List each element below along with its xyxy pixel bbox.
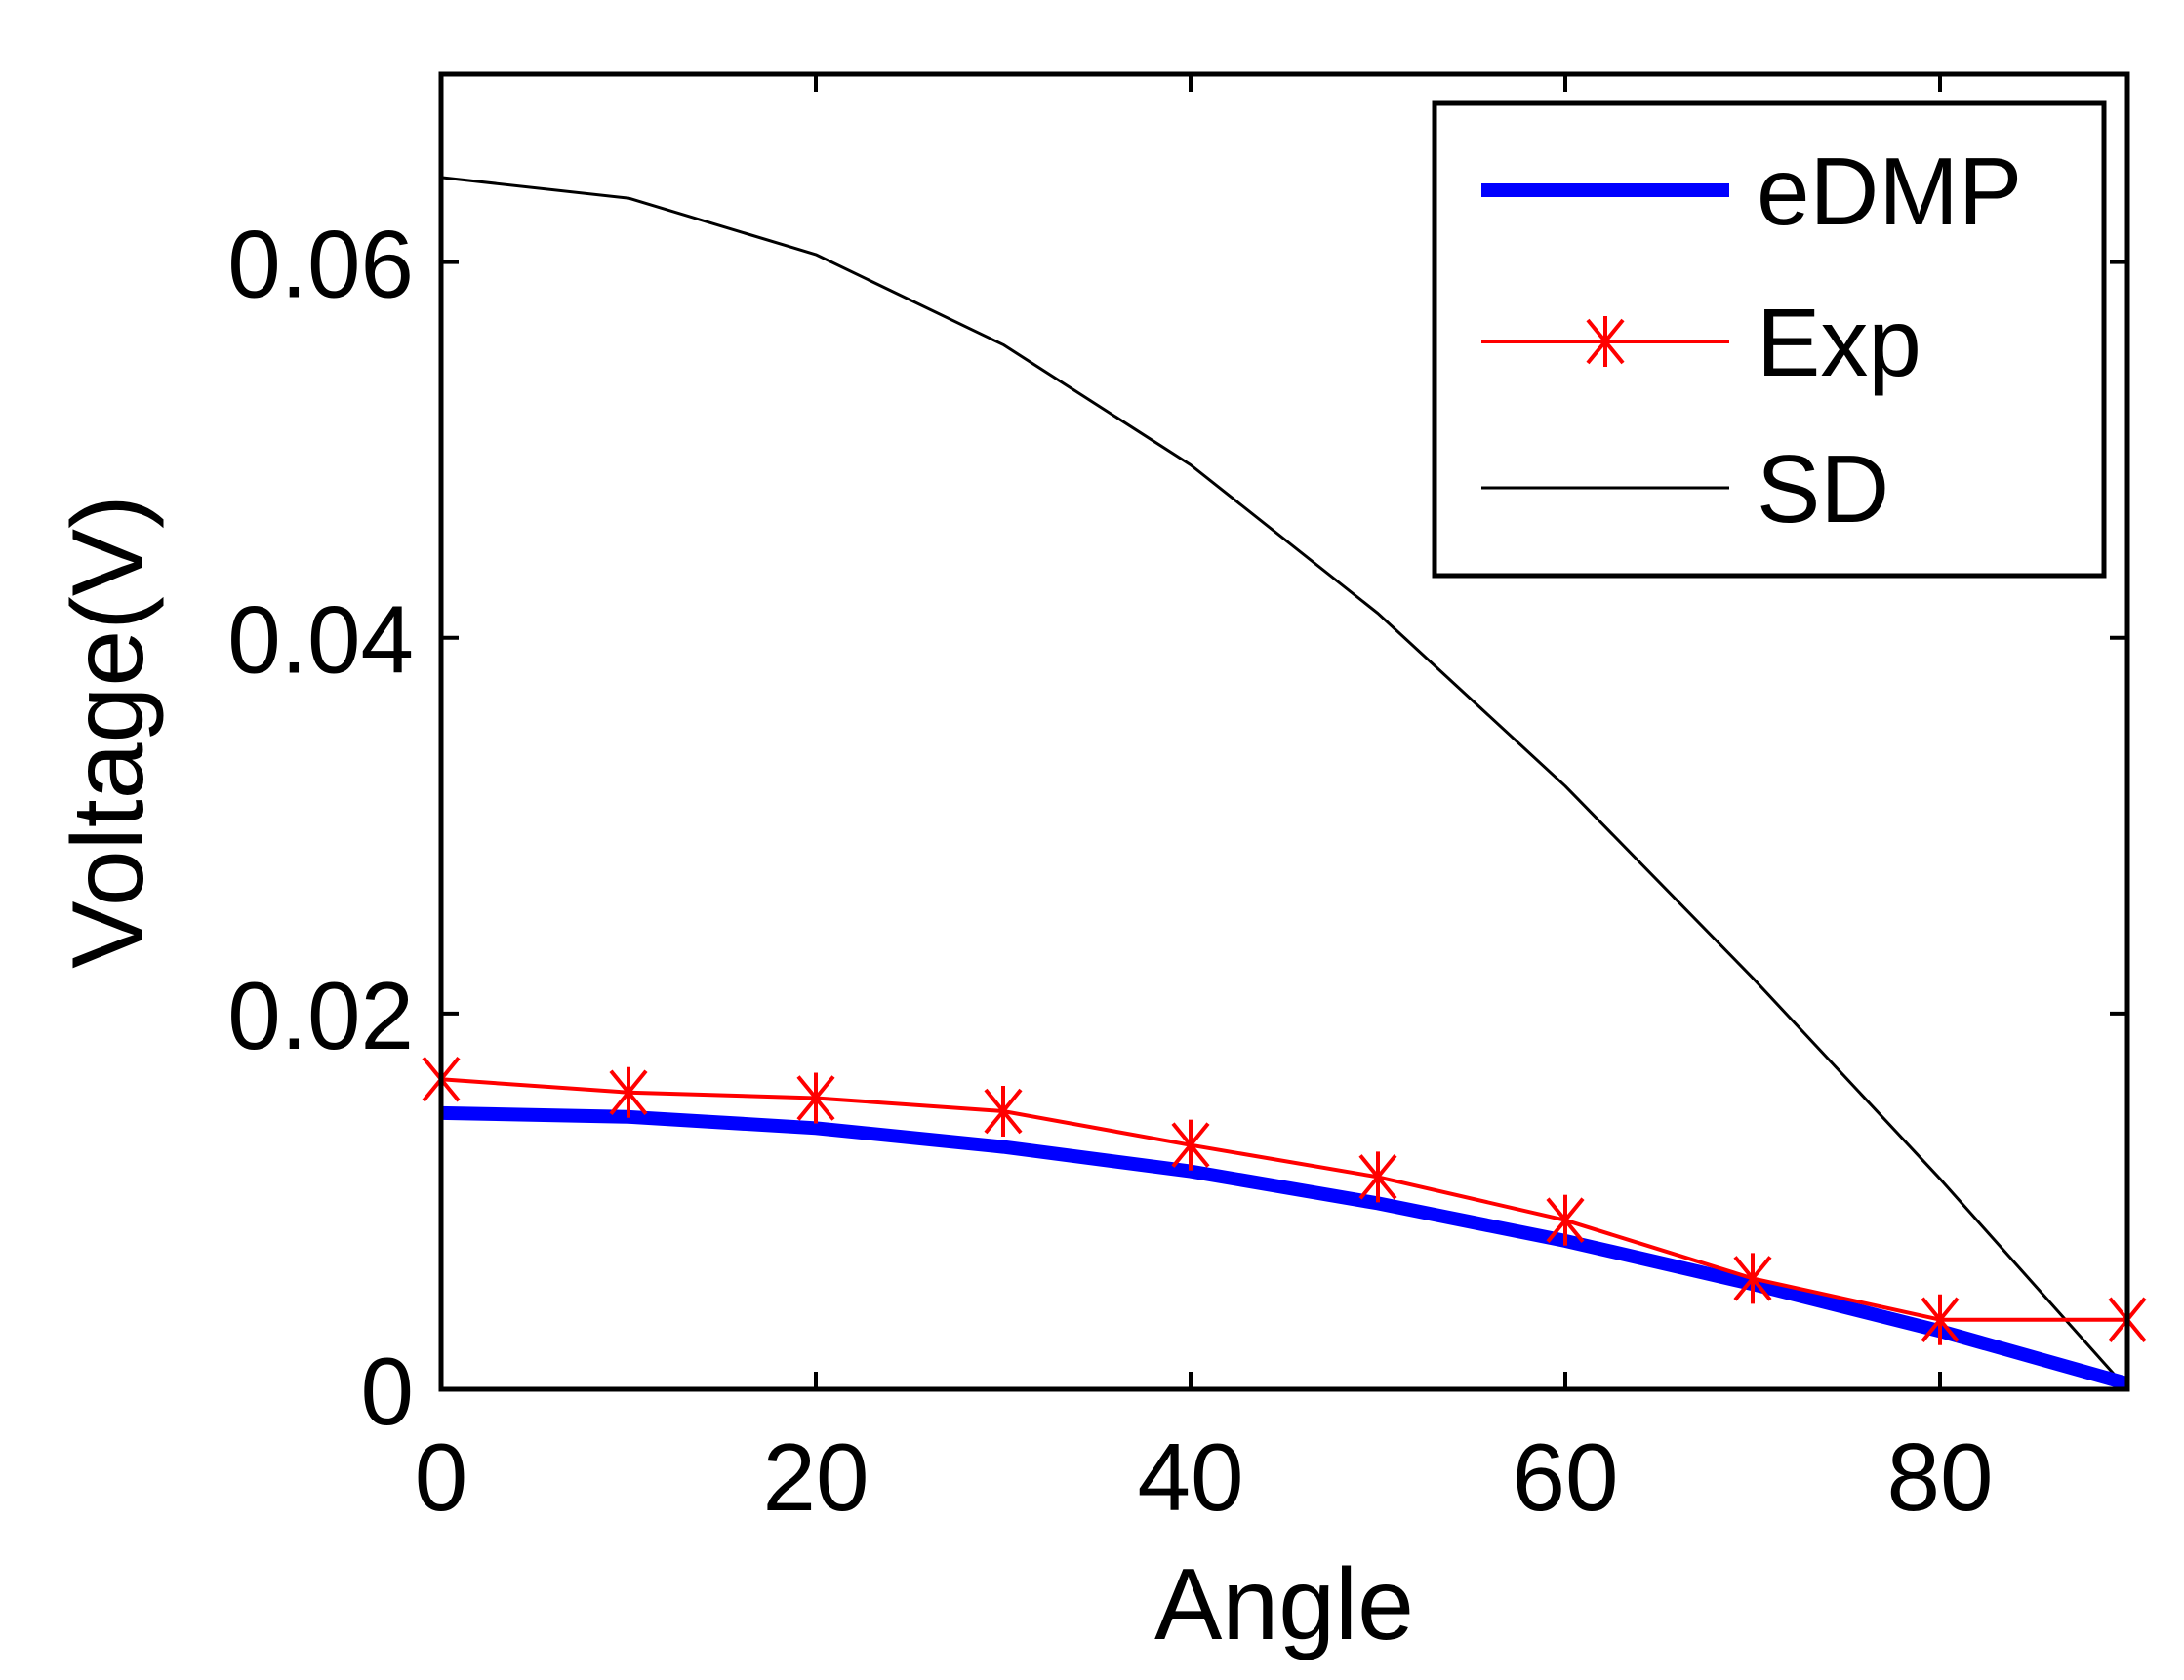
legend-marker-exp xyxy=(1586,316,1625,367)
y-tick-label: 0.02 xyxy=(227,962,414,1069)
data-point-exp xyxy=(609,1066,648,1118)
x-tick-label: 20 xyxy=(762,1423,869,1531)
data-point-exp xyxy=(1921,1294,1960,1345)
series-layer xyxy=(422,176,2147,1390)
data-point-exp xyxy=(984,1085,1023,1137)
series-line-exp xyxy=(440,1077,2127,1322)
y-tick-label: 0.04 xyxy=(227,586,414,694)
legend-label-exp: Exp xyxy=(1757,289,1921,396)
data-point-exp xyxy=(1171,1119,1210,1171)
series-line-sd xyxy=(440,176,2129,1390)
data-point-exp xyxy=(1546,1194,1585,1246)
legend-label-edmp: eDMP xyxy=(1757,138,2022,245)
x-tick-label: 80 xyxy=(1886,1423,1993,1531)
x-axis-title: Angle xyxy=(1154,1548,1414,1661)
x-tick-label: 60 xyxy=(1512,1423,1618,1531)
legend: eDMP Exp SD xyxy=(1432,100,2107,579)
tick-label-layer: 0 20 40 60 80 0 0.02 0.04 0.06 xyxy=(227,211,1993,1531)
data-point-exp xyxy=(1733,1253,1772,1304)
series-line-edmp xyxy=(440,1105,2129,1390)
y-tick-label: 0 xyxy=(360,1338,414,1445)
y-tick-label: 0.06 xyxy=(227,211,414,318)
y-axis-title: Voltage(V) xyxy=(52,495,165,969)
legend-label-sd: SD xyxy=(1757,435,1889,542)
x-tick-label: 0 xyxy=(415,1423,468,1531)
data-point-exp xyxy=(796,1072,835,1124)
plot-frame xyxy=(438,71,2130,1392)
data-point-exp xyxy=(1358,1151,1397,1203)
x-tick-label: 40 xyxy=(1137,1423,1243,1531)
